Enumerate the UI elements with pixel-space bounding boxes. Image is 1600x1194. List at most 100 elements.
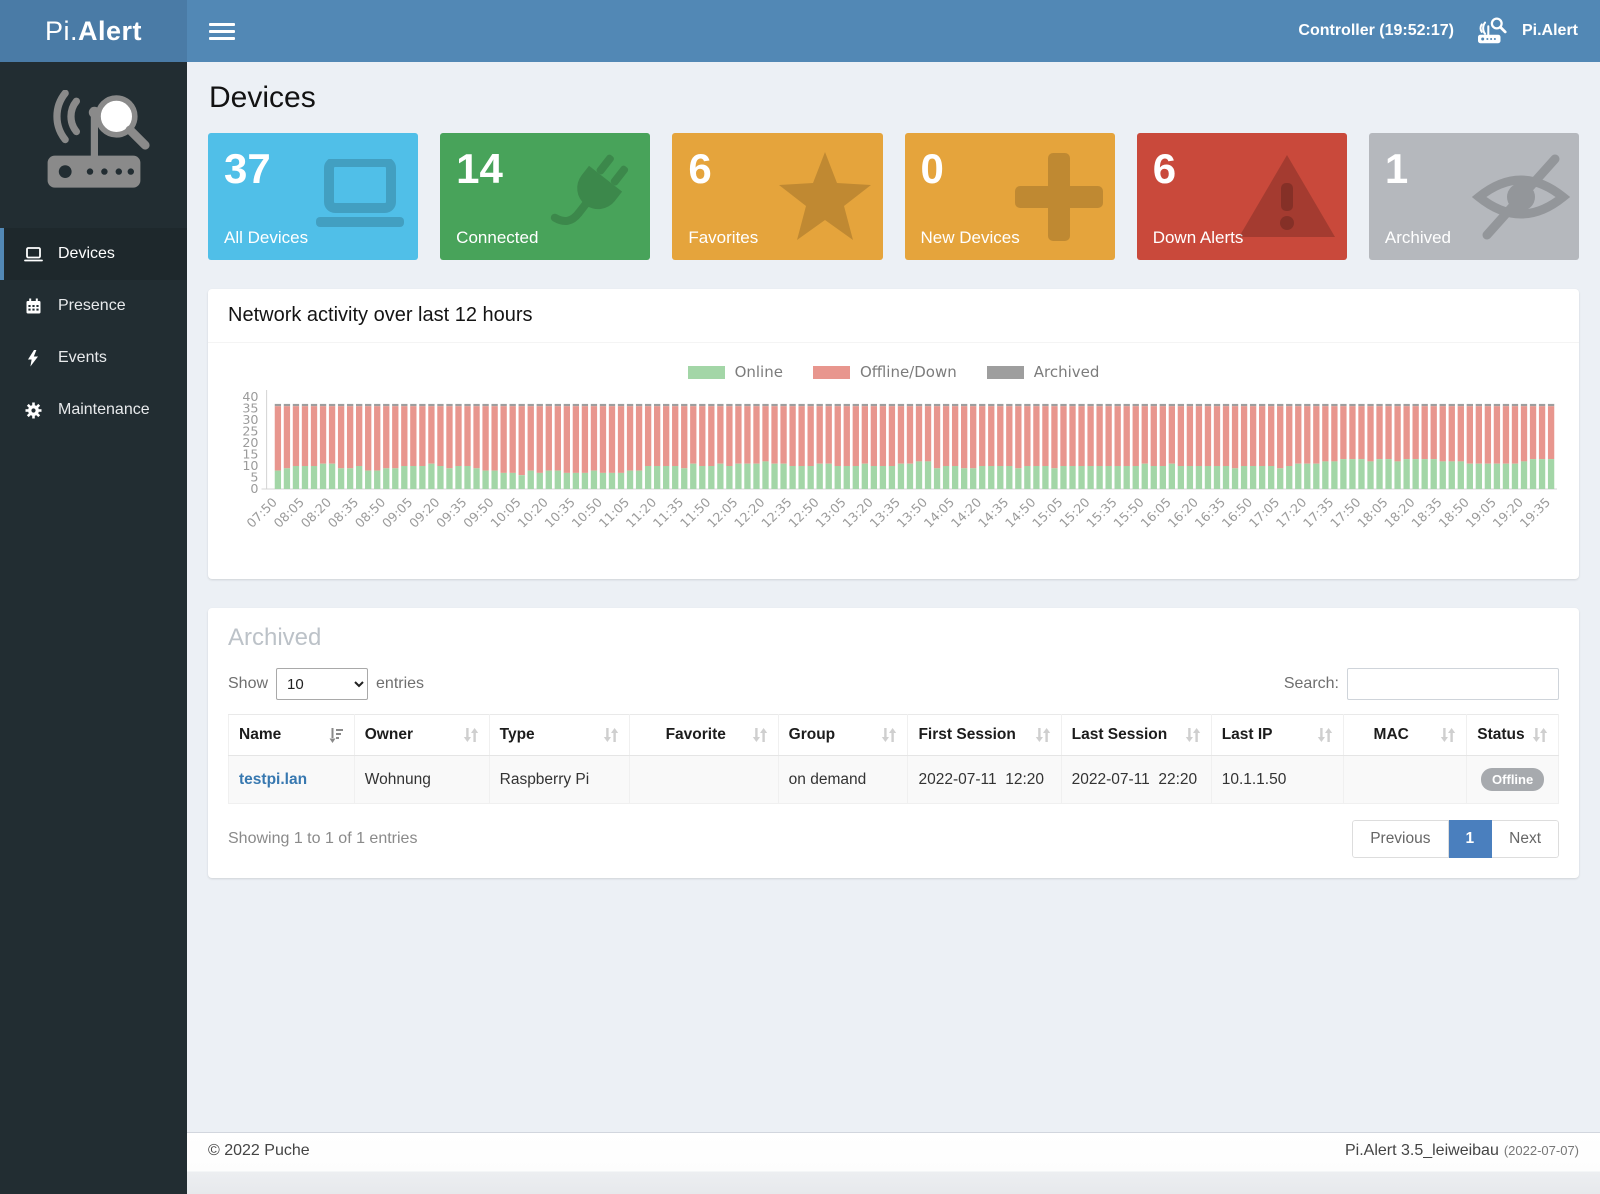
column-header-name[interactable]: Name bbox=[228, 714, 355, 756]
bolt-icon bbox=[23, 349, 43, 367]
page-1-button[interactable]: 1 bbox=[1448, 820, 1493, 858]
table-info: Showing 1 to 1 of 1 entries bbox=[228, 830, 418, 847]
table-row: testpi.lan Wohnung Raspberry Pi on deman… bbox=[228, 755, 1559, 804]
sidebar-item-label: Presence bbox=[58, 297, 126, 314]
sidebar-item-label: Devices bbox=[58, 245, 115, 262]
svg-text:10: 10 bbox=[242, 458, 258, 473]
svg-text:5: 5 bbox=[250, 470, 258, 485]
table-header-row: Name Owner Type Favorite bbox=[228, 714, 1559, 756]
menu-toggle-button[interactable] bbox=[209, 22, 235, 40]
sort-both-icon bbox=[1532, 728, 1548, 742]
status-badge: Offline bbox=[1481, 768, 1545, 791]
sidebar-item-label: Events bbox=[58, 349, 107, 366]
laptop-icon bbox=[316, 158, 405, 227]
router-search-logo-icon bbox=[47, 90, 150, 188]
cell-favorite bbox=[628, 755, 779, 804]
version-label: Pi.Alert 3.5_leiweibau (2022-07-07) bbox=[1344, 1142, 1579, 1159]
svg-text:25: 25 bbox=[242, 424, 258, 439]
previous-page-button[interactable]: Previous bbox=[1352, 820, 1449, 858]
sidebar-item-devices[interactable]: Devices bbox=[0, 228, 187, 280]
plus-icon bbox=[1014, 152, 1103, 241]
card-down-alerts[interactable]: 6 Down Alerts bbox=[1136, 133, 1347, 260]
calendar-icon bbox=[23, 298, 43, 315]
pagination: Previous 1 Next bbox=[1352, 820, 1559, 858]
sort-both-icon bbox=[752, 728, 767, 742]
card-archived[interactable]: 1 Archived bbox=[1368, 133, 1580, 260]
show-label: Show bbox=[228, 675, 269, 692]
card-value: 1 bbox=[1384, 145, 1409, 192]
navbar-app-link[interactable]: Pi.Alert bbox=[1474, 16, 1578, 46]
svg-text:35: 35 bbox=[242, 401, 258, 416]
online-swatch bbox=[687, 365, 725, 379]
legend-online: Online bbox=[687, 363, 783, 381]
cell-owner: Wohnung bbox=[353, 755, 490, 804]
card-value: 0 bbox=[920, 145, 944, 192]
sidebar-menu: Devices Presence Events bbox=[0, 228, 187, 436]
archived-panel: Archived Show 10 entries Search: bbox=[208, 608, 1579, 878]
navbar-app-label: Pi.Alert bbox=[1521, 22, 1578, 39]
card-label: Archived bbox=[1384, 228, 1451, 247]
column-header-last-ip[interactable]: Last IP bbox=[1210, 714, 1344, 756]
sort-both-icon bbox=[603, 728, 618, 742]
next-page-button[interactable]: Next bbox=[1492, 820, 1559, 858]
cell-mac bbox=[1342, 755, 1468, 804]
router-search-icon bbox=[1477, 17, 1507, 44]
card-new-devices[interactable]: 0 New Devices bbox=[904, 133, 1115, 260]
card-label: New Devices bbox=[920, 228, 1020, 247]
laptop-icon bbox=[23, 246, 43, 263]
svg-text:19:35: 19:35 bbox=[1517, 495, 1554, 531]
column-header-status[interactable]: Status bbox=[1466, 714, 1559, 756]
sort-both-icon bbox=[463, 728, 478, 742]
search-input[interactable] bbox=[1347, 668, 1559, 700]
content-area: Devices 37 All Devices 14 Connected bbox=[187, 62, 1600, 1132]
column-header-owner[interactable]: Owner bbox=[353, 714, 490, 756]
chart-legend: Online Offline/Down Archived bbox=[228, 363, 1559, 381]
card-value: 37 bbox=[224, 145, 271, 192]
sidebar-item-maintenance[interactable]: Maintenance bbox=[0, 384, 187, 436]
brand-light: Pi. bbox=[44, 15, 78, 46]
archived-title: Archived bbox=[228, 624, 322, 651]
plug-icon bbox=[551, 154, 629, 225]
sort-desc-icon bbox=[329, 727, 343, 743]
device-link[interactable]: testpi.lan bbox=[239, 770, 308, 788]
sort-both-icon bbox=[1185, 728, 1200, 742]
card-label: Favorites bbox=[688, 228, 759, 247]
page-length-select[interactable]: 10 bbox=[276, 668, 369, 700]
card-label: Connected bbox=[456, 228, 539, 247]
offline-swatch bbox=[812, 365, 850, 379]
cell-status: Offline bbox=[1466, 755, 1559, 804]
search-label: Search: bbox=[1283, 675, 1339, 692]
card-connected[interactable]: 14 Connected bbox=[440, 133, 651, 260]
navbar: Controller (19:52:17) bbox=[187, 0, 1600, 62]
network-activity-panel: Network activity over last 12 hours Onli… bbox=[208, 289, 1579, 579]
column-header-mac[interactable]: MAC bbox=[1342, 714, 1468, 756]
svg-text:20: 20 bbox=[242, 435, 258, 450]
card-label: All Devices bbox=[224, 228, 309, 247]
column-header-first-session[interactable]: First Session bbox=[907, 714, 1062, 756]
cell-name: testpi.lan bbox=[228, 755, 355, 804]
sort-both-icon bbox=[1035, 728, 1050, 742]
entries-label: entries bbox=[376, 675, 425, 692]
column-header-group[interactable]: Group bbox=[777, 714, 909, 756]
column-header-favorite[interactable]: Favorite bbox=[628, 714, 779, 756]
cell-type: Raspberry Pi bbox=[488, 755, 630, 804]
sidebar-item-label: Maintenance bbox=[58, 401, 150, 418]
brand-logo[interactable]: Pi. Alert bbox=[0, 0, 187, 62]
copyright-label: © 2022 Puche bbox=[208, 1142, 310, 1159]
column-header-type[interactable]: Type bbox=[488, 714, 630, 756]
column-header-last-session[interactable]: Last Session bbox=[1060, 714, 1212, 756]
cell-group: on demand bbox=[777, 755, 909, 804]
controller-clock-label: Controller (19:52:17) bbox=[1298, 22, 1454, 39]
sort-both-icon bbox=[1317, 728, 1332, 742]
cell-last-ip: 10.1.1.50 bbox=[1210, 755, 1344, 804]
archived-table: Name Owner Type Favorite bbox=[228, 714, 1559, 804]
sidebar-item-presence[interactable]: Presence bbox=[0, 280, 187, 332]
sort-both-icon bbox=[882, 728, 897, 742]
star-icon bbox=[778, 151, 871, 240]
sidebar-item-events[interactable]: Events bbox=[0, 332, 187, 384]
navbar-right: Controller (19:52:17) bbox=[1298, 16, 1578, 46]
page-title: Devices bbox=[209, 81, 316, 114]
card-favorites[interactable]: 6 Favorites bbox=[672, 133, 883, 260]
card-all-devices[interactable]: 37 All Devices bbox=[208, 133, 419, 260]
